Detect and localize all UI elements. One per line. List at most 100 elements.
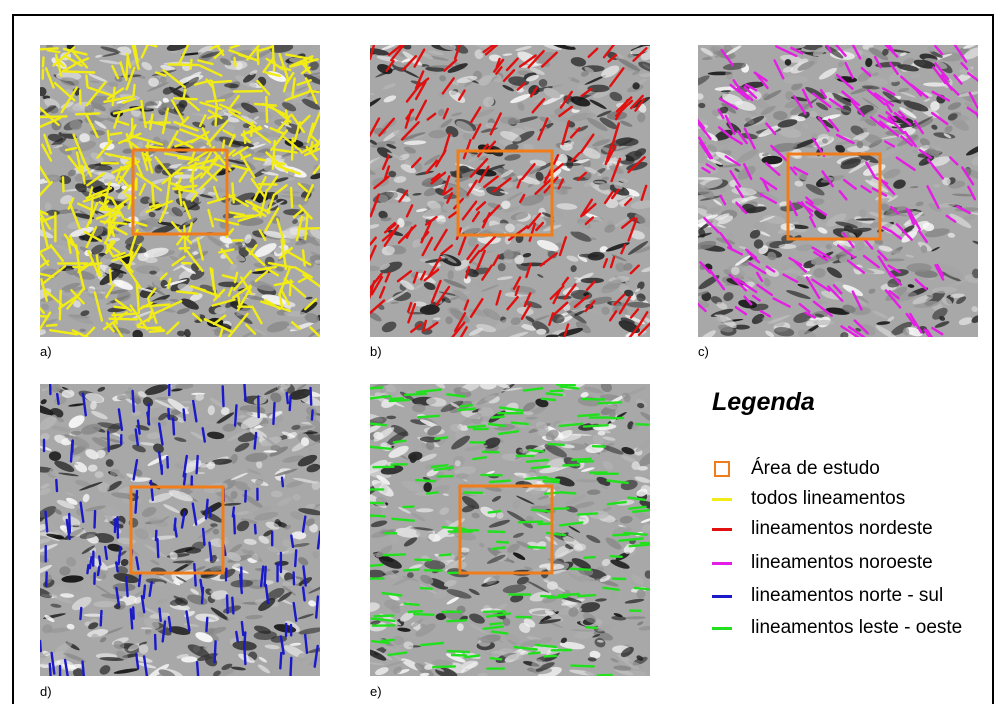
lineament-line [205, 154, 219, 174]
lineament-line [153, 633, 157, 651]
lineament-line [257, 45, 273, 53]
lineament-line [43, 133, 53, 155]
lineament-line [428, 256, 442, 277]
lineament-line [485, 612, 512, 618]
lineament-line [210, 45, 221, 50]
lineament-line [717, 108, 725, 120]
lineament-line [136, 325, 165, 331]
lineament-line [254, 265, 278, 272]
study-area-square-icon [714, 461, 730, 477]
lineament-line [640, 184, 648, 202]
lineament-line [144, 144, 165, 150]
lineament-line [552, 301, 569, 316]
lineament-line [259, 188, 269, 218]
lineament-line [812, 300, 833, 317]
lineament-line [45, 323, 58, 327]
lineament-line [836, 244, 856, 259]
lineament-line [909, 312, 923, 334]
lineament-line [125, 52, 132, 69]
lineament-line [246, 127, 263, 135]
lineament-line [888, 61, 899, 75]
lineament-line [873, 55, 882, 69]
lineament-line [201, 527, 206, 546]
lineament-line [840, 325, 861, 337]
lineament-line [620, 243, 627, 255]
lineament-line [85, 225, 98, 249]
lineament-line [930, 111, 949, 126]
lineament-line [67, 238, 72, 254]
lineament-line [63, 233, 74, 247]
legend-item-northeast: lineamentos nordeste [712, 517, 933, 541]
lineament-line [111, 312, 138, 317]
lineament-line [743, 85, 758, 99]
lineament-line [40, 246, 51, 254]
lineament-line [253, 102, 278, 107]
lineament-line [557, 178, 565, 190]
lineament-line [895, 156, 916, 171]
lineament-line [498, 406, 525, 412]
lineament-line [635, 423, 650, 426]
lineament-line [206, 119, 229, 146]
lineament-line [253, 523, 257, 535]
lineament-line [609, 554, 623, 559]
lineament-line [370, 394, 392, 400]
lineament-line [745, 248, 757, 259]
lineament-line [166, 455, 170, 469]
lineament-line [264, 583, 270, 605]
lineament-line [748, 262, 767, 275]
lineament-line [887, 264, 901, 274]
lineament-line [838, 189, 848, 201]
lineament-line [109, 131, 123, 136]
lineament-line [620, 216, 636, 229]
lineament-line [407, 609, 424, 614]
lineament-line [60, 86, 78, 114]
lineament-line [888, 229, 902, 240]
lineament-line [98, 200, 109, 208]
lineament-line [835, 133, 855, 145]
lineament-line [798, 302, 811, 313]
lineament-line [64, 146, 78, 152]
lineament-line [703, 216, 720, 234]
lineament-line [548, 312, 555, 326]
lineament-line [44, 67, 55, 89]
lineament-line [948, 156, 959, 166]
lineament-line [860, 67, 872, 77]
lineament-line [166, 277, 172, 289]
lineament-line [446, 619, 468, 623]
lineament-line [373, 614, 395, 618]
lineament-line [537, 522, 554, 526]
hillshade-terrain [40, 45, 320, 337]
lineament-line [204, 498, 209, 520]
lineament-line [512, 276, 522, 291]
lineament-line [370, 299, 386, 315]
lineament-line [398, 189, 409, 203]
lineament-line [808, 215, 817, 228]
lineament-line [117, 160, 135, 185]
lineament-line [384, 271, 391, 283]
lineament-line [304, 298, 318, 311]
lineament-line [123, 218, 148, 227]
lineament-line [782, 273, 799, 284]
lineament-line [290, 113, 306, 134]
lineament-line [842, 178, 857, 190]
lineament-line [191, 502, 198, 526]
lineament-line [517, 520, 544, 524]
lineament-line [300, 141, 320, 154]
lineament-line [103, 95, 134, 103]
lineament-line [83, 326, 96, 337]
panel-label-e: e) [370, 684, 382, 699]
lineament-line [106, 430, 111, 453]
lineament-line [516, 178, 522, 189]
lineament-line [897, 110, 907, 120]
lineament-line [490, 630, 509, 635]
lineament-line [462, 138, 472, 160]
lineament-line [527, 49, 545, 69]
lineament-line [156, 537, 160, 559]
lineament-line [168, 181, 183, 188]
lineament-line [546, 595, 568, 599]
lineament-line [608, 67, 625, 88]
lineament-line [370, 193, 381, 218]
lineament-line [191, 173, 195, 193]
lineament-line [135, 556, 140, 571]
lineament-line [370, 386, 384, 390]
